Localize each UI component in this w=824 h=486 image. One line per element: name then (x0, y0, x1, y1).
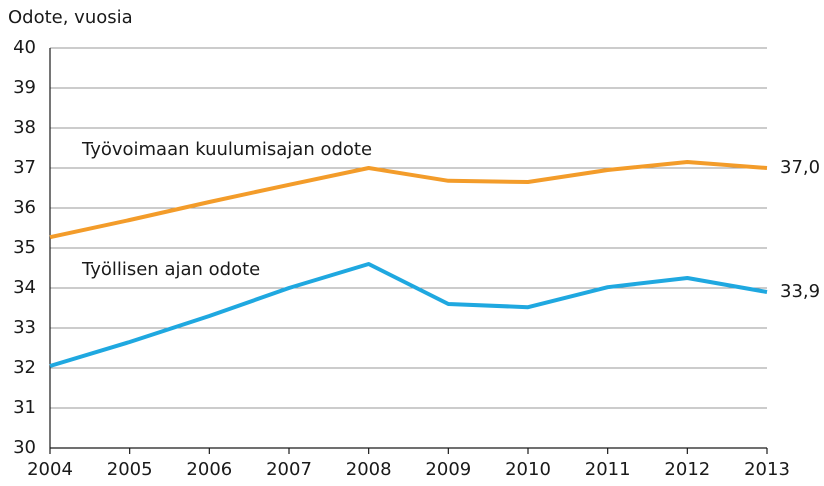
y-tick-label: 33 (13, 317, 36, 338)
x-tick-label: 2009 (425, 459, 471, 480)
y-axis-title: Odote, vuosia (8, 7, 133, 28)
y-tick-label: 35 (13, 237, 36, 258)
y-tick-label: 38 (13, 117, 36, 138)
y-tick-label: 37 (13, 157, 36, 178)
x-tick-label: 2006 (186, 459, 232, 480)
y-tick-label: 36 (13, 197, 36, 218)
x-tick-label: 2010 (505, 459, 551, 480)
series-label: Työllisen ajan odote (81, 259, 260, 280)
x-tick-label: 2004 (27, 459, 73, 480)
x-tick-label: 2011 (585, 459, 631, 480)
y-tick-label: 31 (13, 397, 36, 418)
x-tick-label: 2005 (107, 459, 153, 480)
y-tick-label: 32 (13, 357, 36, 378)
series-label: Työvoimaan kuulumisajan odote (81, 139, 372, 160)
line-series (49, 262, 768, 368)
y-tick-label: 39 (13, 77, 36, 98)
x-tick-label: 2012 (664, 459, 710, 480)
x-tick-label: 2013 (744, 459, 790, 480)
y-tick-label: 30 (13, 437, 36, 458)
x-tick-label: 2008 (346, 459, 392, 480)
value-label: 37,0 (780, 157, 820, 178)
line-series (49, 160, 768, 240)
y-tick-label: 34 (13, 277, 36, 298)
value-label: 33,9 (780, 281, 820, 302)
y-tick-label: 40 (13, 37, 36, 58)
x-tick-label: 2007 (266, 459, 312, 480)
